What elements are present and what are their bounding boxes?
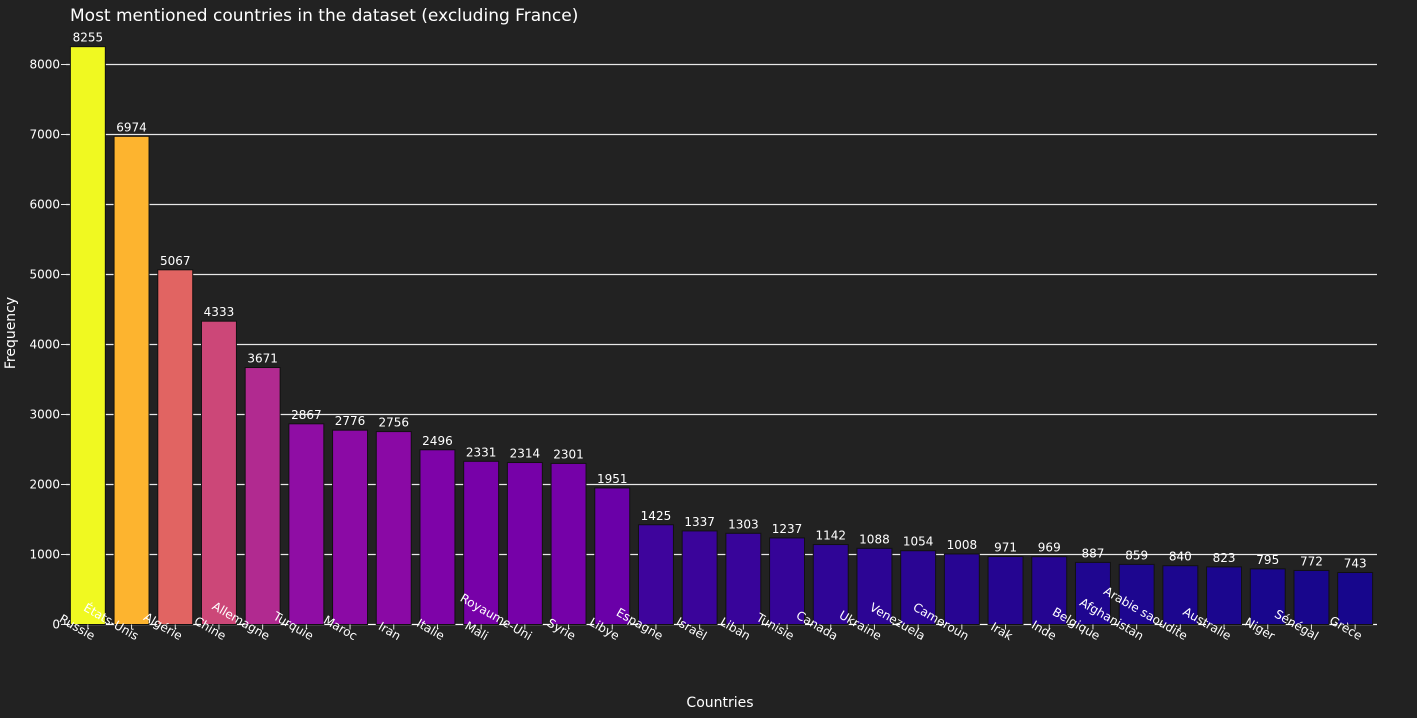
y-tick-label: 7000 (29, 128, 60, 142)
bar-maroc (332, 429, 369, 625)
y-tick-label: 5000 (29, 268, 60, 282)
data-label: 969 (1038, 541, 1061, 555)
bar-syrie (550, 462, 587, 625)
y-tick-label: 6000 (29, 198, 60, 212)
bar-iran (375, 431, 412, 625)
data-label: 5067 (160, 254, 191, 268)
data-label: 887 (1081, 546, 1104, 560)
data-label: 1237 (772, 522, 803, 536)
y-axis-ticks: 0 1000 2000 3000 4000 5000 6000 7000 8000 (29, 58, 66, 632)
bar-s-n-gal (1293, 569, 1330, 626)
bar-canada (812, 544, 849, 625)
bar-royaume-uni (506, 462, 543, 625)
bar-allemagne (244, 367, 281, 625)
bar-inde (1031, 556, 1068, 625)
data-label: 823 (1213, 551, 1236, 565)
bar-venezuela (900, 550, 937, 625)
bar-russie (69, 46, 106, 625)
bar-chine (200, 320, 237, 625)
bar-niger (1249, 568, 1286, 625)
bar-gr-ce (1337, 571, 1374, 625)
data-label: 1142 (815, 529, 846, 543)
chart-title: Most mentioned countries in the dataset … (70, 6, 578, 26)
y-axis-title: Frequency (3, 297, 19, 369)
data-label: 2301 (553, 447, 584, 461)
bar-australie (1206, 566, 1243, 626)
x-axis-title: Countries (686, 695, 753, 711)
bar-alg-rie (157, 269, 194, 625)
y-tick-label: 4000 (29, 338, 60, 352)
data-label: 772 (1300, 554, 1323, 568)
data-label: 2776 (335, 414, 366, 428)
data-label: 2867 (291, 408, 322, 422)
bar-turquie (288, 423, 325, 625)
data-label: 2314 (510, 447, 541, 461)
y-tick-label: 2000 (29, 478, 60, 492)
bar-ukraine (856, 547, 893, 626)
y-tick-label: 0 (52, 618, 60, 632)
data-label: 6974 (116, 120, 147, 134)
data-label: 859 (1125, 548, 1148, 562)
y-tick-label: 3000 (29, 408, 60, 422)
data-label: 3671 (247, 352, 278, 366)
data-label: 1088 (859, 532, 890, 546)
bar-afghanistan (1118, 563, 1155, 625)
bar-liban (725, 532, 762, 625)
data-label: 1951 (597, 472, 628, 486)
gridlines (66, 63, 1377, 626)
data-label: 1303 (728, 517, 759, 531)
data-label: 1425 (641, 509, 672, 523)
data-label: 971 (994, 541, 1017, 555)
data-label: 1008 (947, 538, 978, 552)
data-label: 2496 (422, 434, 453, 448)
bar-mali (463, 460, 500, 625)
data-label: 2331 (466, 445, 497, 459)
y-tick-label: 8000 (29, 58, 60, 72)
bar-irak (987, 556, 1024, 626)
bar-isra-l (681, 530, 718, 625)
data-label: 1054 (903, 535, 934, 549)
bar-tunisie (769, 537, 806, 625)
bar-belgique (1074, 561, 1111, 625)
bar--tats-unis (113, 135, 150, 625)
data-label: 4333 (204, 305, 235, 319)
data-label: 795 (1256, 553, 1279, 567)
bar-italie (419, 449, 456, 625)
bar-arabie-saoudite (1162, 565, 1199, 626)
data-label: 1337 (684, 515, 715, 529)
data-label: 743 (1344, 556, 1367, 570)
bar-espagne (637, 524, 674, 625)
bars (69, 46, 1374, 626)
bar-libye (594, 487, 631, 625)
data-label: 2756 (378, 416, 409, 430)
y-tick-label: 1000 (29, 548, 60, 562)
data-label: 8255 (73, 31, 104, 45)
bar-cameroun (943, 553, 980, 625)
data-label: 840 (1169, 550, 1192, 564)
data-labels: 8255 6974 5067 4333 3671 2867 2776 2756 2496 2331… (73, 31, 1367, 571)
